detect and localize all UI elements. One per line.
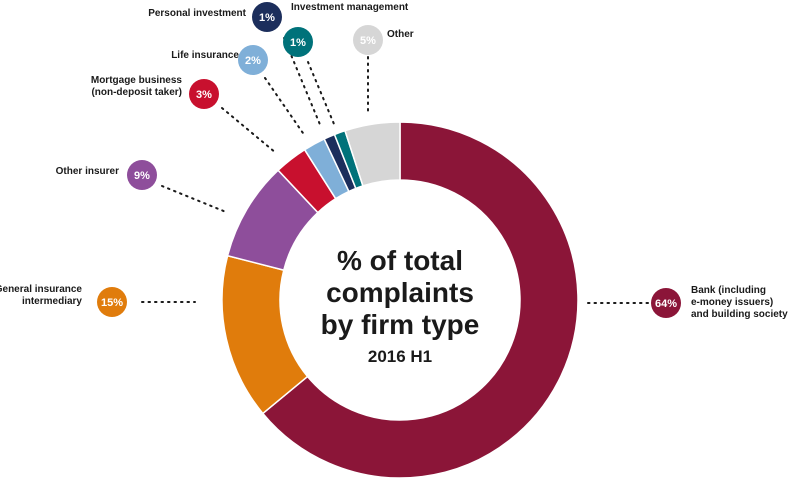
data-label-personal: 1% — [259, 12, 275, 24]
data-label-life: 2% — [245, 55, 261, 67]
badge-gii: 15% — [97, 287, 127, 317]
badge-circle-gii — [97, 287, 127, 317]
data-label-bank: 64% — [655, 298, 677, 310]
center-subtitle: 2016 H1 — [368, 347, 432, 366]
leader-line-investment — [307, 61, 335, 125]
leader-lines — [141, 37, 649, 304]
category-label-bank-line-1: Bank (including — [691, 285, 766, 296]
value-badges: 64% 15% 9% 3% 2% 1% 1% 5% — [97, 2, 681, 318]
category-label-mortgage-line-2: (non-deposit taker) — [91, 87, 182, 98]
center-title-line-3: by firm type — [321, 309, 480, 340]
badge-circle-other — [353, 25, 383, 55]
badge-personal: 1% — [252, 2, 282, 32]
category-label-bank-line-3: and building society — [691, 309, 788, 320]
leader-line-life — [264, 77, 306, 137]
badge-circle-investment — [283, 27, 313, 57]
badge-circle-personal — [252, 2, 282, 32]
data-label-investment: 1% — [290, 37, 306, 49]
badge-other: 5% — [353, 25, 383, 55]
badge-circle-life — [238, 45, 268, 75]
category-label-gii-line-1: General insurance — [0, 284, 82, 295]
category-label-personal-line-1: Personal investment — [148, 8, 246, 19]
leader-line-personal — [283, 37, 322, 128]
data-label-other: 5% — [360, 35, 376, 47]
leader-line-other-insurer — [161, 185, 227, 213]
badge-other-insurer: 9% — [127, 160, 157, 190]
slice-bank — [261, 121, 579, 479]
leader-line-mortgage — [221, 107, 277, 154]
category-label-gii-line-2: intermediary — [22, 296, 82, 307]
category-label-other-insurer-line-1: Other insurer — [56, 166, 119, 177]
data-label-other-insurer: 9% — [134, 170, 150, 182]
badge-mortgage: 3% — [189, 79, 219, 109]
badge-life: 2% — [238, 45, 268, 75]
badge-circle-other-insurer — [127, 160, 157, 190]
category-label-life-line-1: Life insurance — [171, 50, 239, 61]
center-title-line-2: complaints — [326, 277, 474, 308]
category-label-investment-line-1: Investment management — [291, 2, 409, 13]
badge-bank: 64% — [651, 288, 681, 318]
category-label-mortgage-line-1: Mortgage business — [91, 75, 183, 86]
badge-circle-bank — [651, 288, 681, 318]
data-label-mortgage: 3% — [196, 89, 212, 101]
category-label-other-line-1: Other — [387, 29, 414, 40]
category-label-bank-line-2: e-money issuers) — [691, 297, 773, 308]
center-title: % of total complaints by firm type 2016 … — [321, 245, 480, 366]
center-title-line-1: % of total — [337, 245, 463, 276]
donut-slices — [221, 121, 579, 479]
data-label-gii: 15% — [101, 297, 123, 309]
slice-other — [344, 121, 401, 187]
badge-circle-mortgage — [189, 79, 219, 109]
badge-investment: 1% — [283, 27, 313, 57]
